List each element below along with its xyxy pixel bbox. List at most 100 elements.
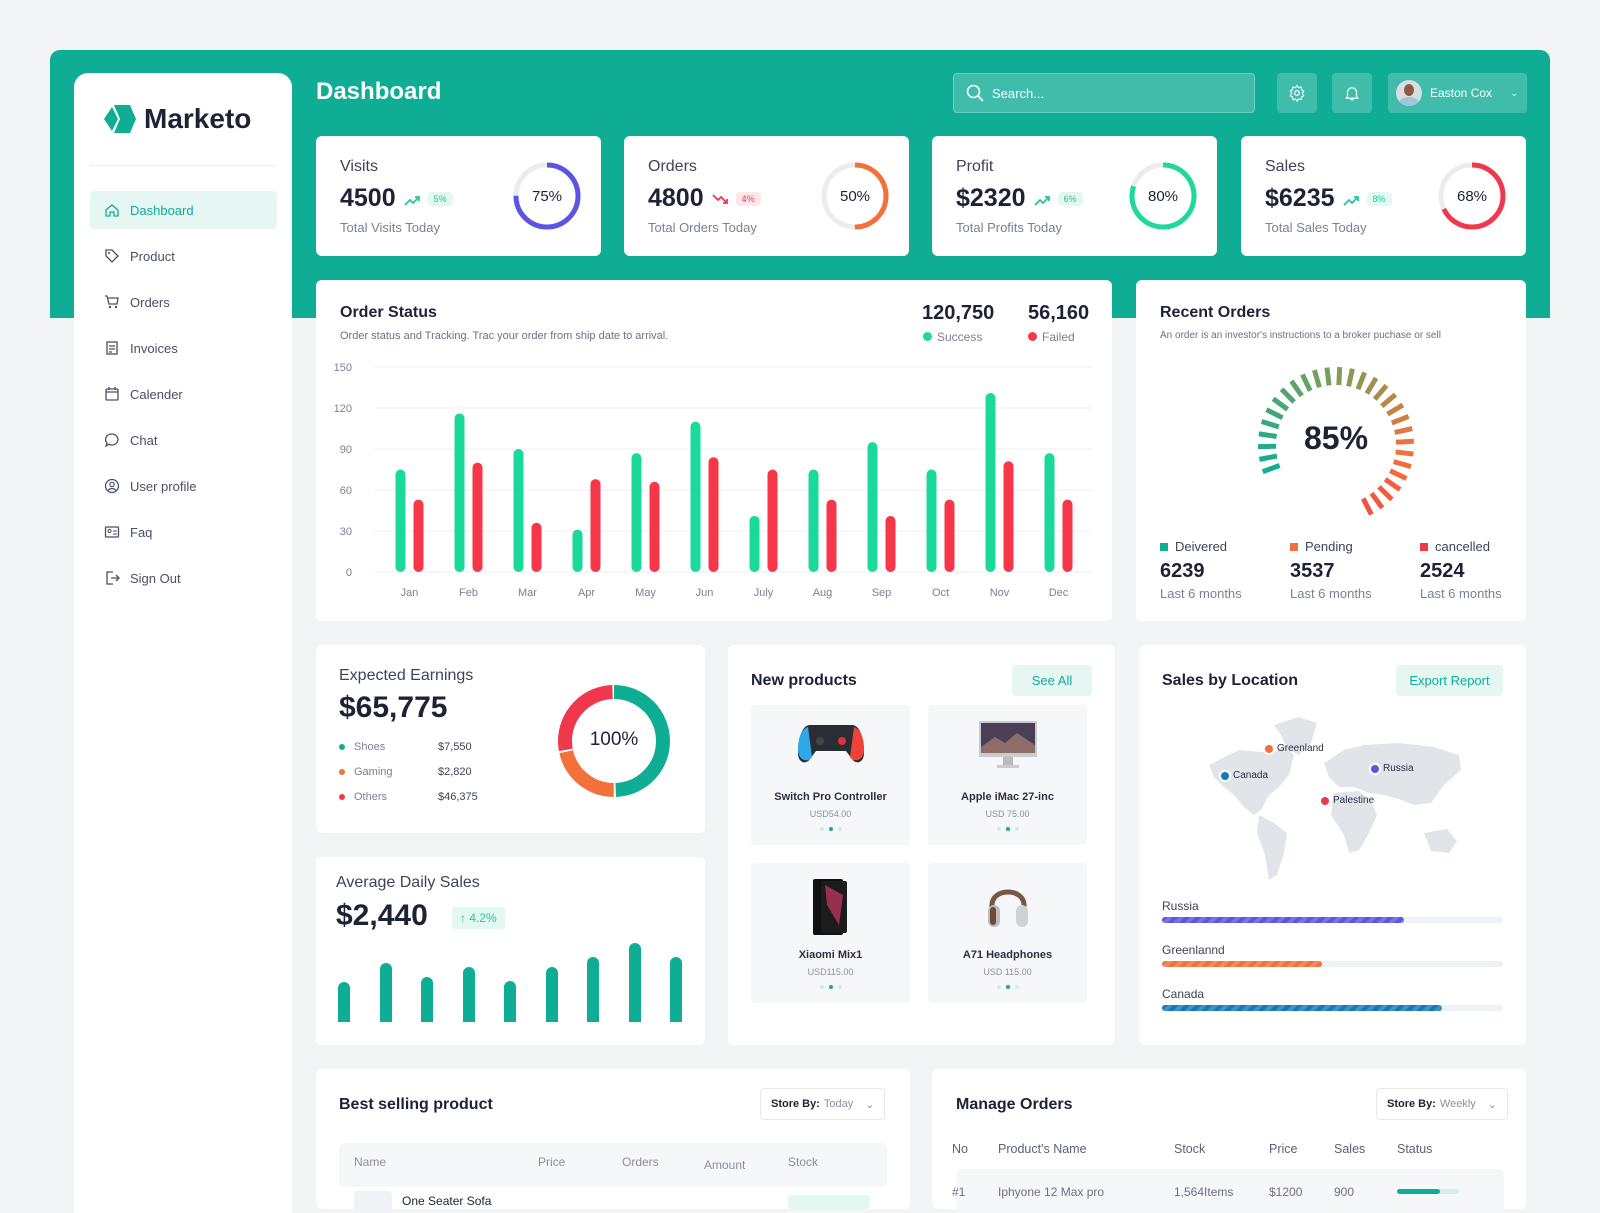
- bar-failed-aug[interactable]: [827, 500, 837, 572]
- sidebar-item-invoices[interactable]: Invoices: [90, 329, 277, 367]
- bar-failed-mar[interactable]: [532, 523, 542, 572]
- bar-failed-oct[interactable]: [945, 500, 955, 572]
- earnings-item: Gaming$2,820: [339, 766, 539, 778]
- bar-success-sep[interactable]: [868, 442, 878, 572]
- daily-sales-value: $2,440: [336, 899, 428, 933]
- search-input[interactable]: [992, 86, 1232, 101]
- bar-success-nov[interactable]: [986, 393, 996, 572]
- stat-subtitle: Total Orders Today: [648, 220, 757, 235]
- invoice-icon: [104, 340, 120, 356]
- column-header[interactable]: Product's Name: [998, 1142, 1087, 1156]
- bar-failed-feb[interactable]: [473, 463, 483, 572]
- carousel-dots[interactable]: [928, 827, 1087, 831]
- bar-failed-sep[interactable]: [886, 516, 896, 572]
- bar-failed-dec[interactable]: [1063, 500, 1073, 572]
- sidebar-item-user-profile[interactable]: User profile: [90, 467, 277, 505]
- column-header[interactable]: Price: [538, 1155, 565, 1169]
- sidebar-item-orders[interactable]: Orders: [90, 283, 277, 321]
- bar-success-july[interactable]: [750, 516, 760, 572]
- bar-failed-jan[interactable]: [414, 500, 424, 572]
- carousel-dots[interactable]: [751, 985, 910, 989]
- bar-success-feb[interactable]: [455, 413, 465, 572]
- progress-ring-label: 75%: [532, 188, 562, 205]
- bar-success-oct[interactable]: [927, 470, 937, 573]
- bar-failed-jun[interactable]: [709, 457, 719, 572]
- sidebar-item-chat[interactable]: Chat: [90, 421, 277, 459]
- gauge-segment: [1382, 395, 1396, 407]
- notifications-button[interactable]: [1332, 73, 1372, 113]
- gauge-segment: [1339, 367, 1340, 385]
- column-header[interactable]: Stock: [788, 1155, 818, 1169]
- new-products-card: New products See All Switch Pro Controll…: [728, 645, 1115, 1045]
- carousel-dots[interactable]: [751, 827, 910, 831]
- map-marker-canada[interactable]: Canada: [1221, 770, 1268, 781]
- legend-swatch: [1290, 543, 1298, 551]
- marker-label: Palestine: [1333, 795, 1374, 806]
- bar-failed-nov[interactable]: [1004, 461, 1014, 572]
- gauge-segment: [1273, 399, 1287, 410]
- tag-icon: [104, 248, 120, 264]
- sidebar-item-product[interactable]: Product: [90, 237, 277, 275]
- search-box[interactable]: [953, 73, 1255, 113]
- best-selling-filter[interactable]: Store By:Today⌄: [760, 1088, 885, 1120]
- bar-success-jan[interactable]: [396, 470, 406, 573]
- map-marker-palestine[interactable]: Palestine: [1321, 795, 1374, 806]
- product-price: USD 115.00: [928, 967, 1087, 977]
- export-report-button[interactable]: Export Report: [1396, 665, 1503, 696]
- sidebar-item-label: Product: [130, 249, 175, 264]
- bar-success-mar[interactable]: [514, 449, 524, 572]
- column-header[interactable]: Price: [1269, 1142, 1297, 1156]
- sidebar-item-dashboard[interactable]: Dashboard: [90, 191, 277, 229]
- bar-success-jun[interactable]: [691, 422, 701, 572]
- bar-success-aug[interactable]: [809, 470, 819, 573]
- sidebar-item-label: Chat: [130, 433, 157, 448]
- y-tick-label: 60: [340, 485, 352, 497]
- legend-dot: [339, 794, 345, 800]
- map-marker-greenland[interactable]: Greenland: [1265, 743, 1324, 754]
- logo[interactable]: Marketo: [104, 103, 251, 135]
- legend-swatch: [1420, 543, 1428, 551]
- column-header[interactable]: Orders: [622, 1155, 659, 1169]
- map-marker-russia[interactable]: Russia: [1371, 763, 1414, 774]
- column-header[interactable]: No: [952, 1142, 968, 1156]
- bar-failed-may[interactable]: [650, 482, 660, 572]
- gear-icon: [1288, 84, 1306, 102]
- manage-orders-filter[interactable]: Store By:Weekly⌄: [1376, 1088, 1508, 1120]
- sidebar-item-calender[interactable]: Calender: [90, 375, 277, 413]
- column-header[interactable]: Name: [354, 1155, 386, 1169]
- column-header[interactable]: Amount: [704, 1158, 745, 1172]
- y-tick-label: 0: [346, 567, 352, 579]
- bar-failed-july[interactable]: [768, 470, 778, 573]
- bar-failed-apr[interactable]: [591, 479, 601, 572]
- column-header[interactable]: Status: [1397, 1142, 1432, 1156]
- settings-button[interactable]: [1277, 73, 1317, 113]
- gamepad-icon: [751, 719, 910, 774]
- x-tick-label: Dec: [1049, 587, 1069, 599]
- sidebar-item-faq[interactable]: Faq: [90, 513, 277, 551]
- column-header[interactable]: Sales: [1334, 1142, 1365, 1156]
- trend-up-icon: [1343, 184, 1359, 213]
- carousel-dots[interactable]: [928, 985, 1087, 989]
- see-all-button[interactable]: See All: [1012, 665, 1092, 696]
- bar-success-may[interactable]: [632, 453, 642, 572]
- stat-label: Visits: [340, 158, 378, 176]
- success-total: 120,750: [922, 302, 994, 325]
- bar-success-apr[interactable]: [573, 530, 583, 572]
- gauge-segment: [1327, 368, 1329, 386]
- user-menu[interactable]: Easton Cox ⌄: [1388, 73, 1527, 113]
- bar-success-dec[interactable]: [1045, 453, 1055, 572]
- sidebar-item-sign-out[interactable]: Sign Out: [90, 559, 277, 597]
- progress-ring-label: 50%: [840, 188, 870, 205]
- column-header[interactable]: Stock: [1174, 1142, 1205, 1156]
